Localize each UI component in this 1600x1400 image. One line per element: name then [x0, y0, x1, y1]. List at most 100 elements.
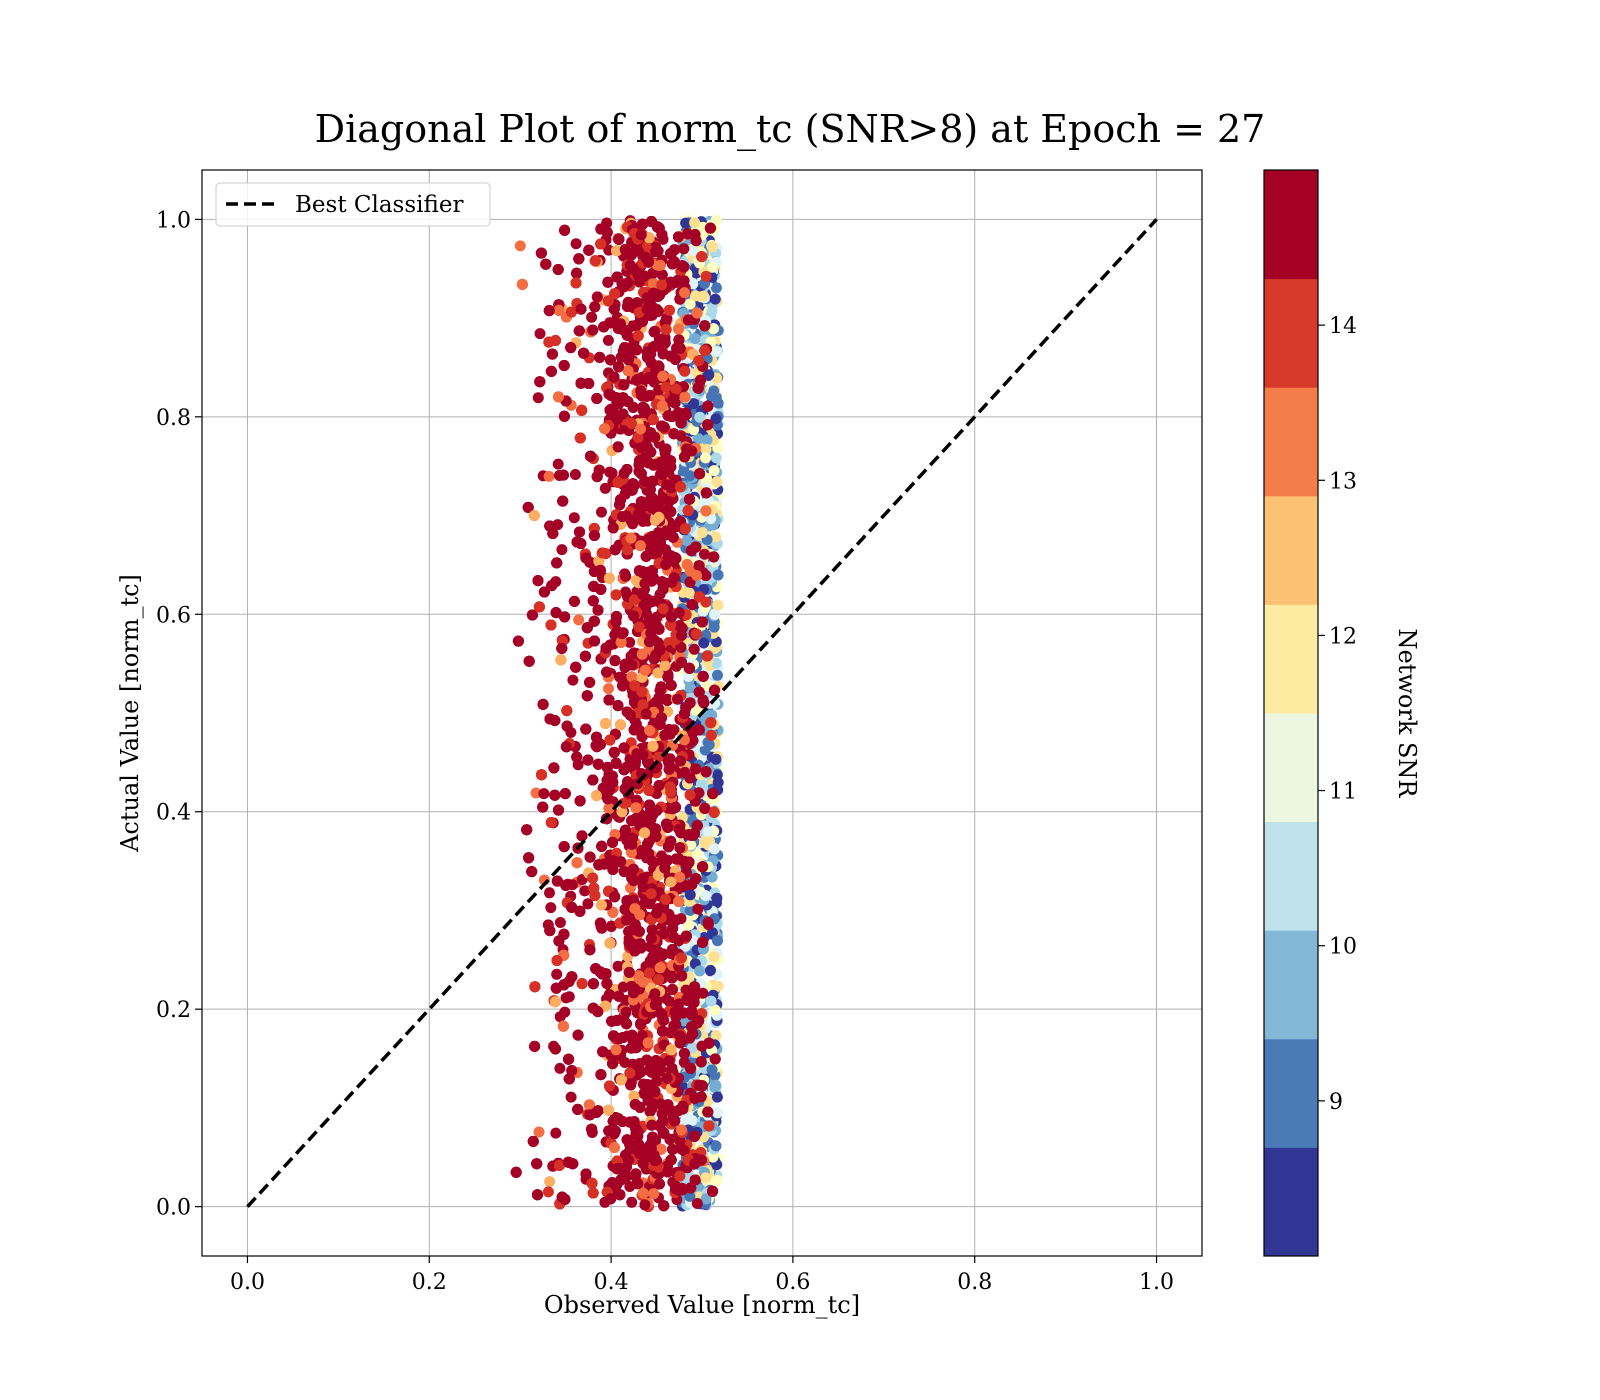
scatter-point	[712, 980, 724, 992]
scatter-point	[682, 671, 694, 682]
scatter-point	[554, 1011, 566, 1023]
scatter-point	[689, 333, 701, 345]
scatter-point	[603, 244, 615, 256]
scatter-point	[533, 1126, 545, 1138]
scatter-point	[554, 917, 566, 928]
scatter-point	[700, 444, 712, 455]
scatter-point	[694, 965, 706, 977]
scatter-point	[681, 535, 693, 547]
scatter-point	[712, 442, 724, 454]
scatter-point	[684, 1190, 696, 1202]
scatter-point	[680, 217, 692, 229]
scatter-point	[698, 637, 710, 649]
scatter-point	[706, 306, 718, 317]
scatter-point	[579, 885, 591, 897]
scatter-point	[710, 413, 722, 425]
scatter-point	[711, 1091, 723, 1103]
scatter-point	[707, 927, 718, 939]
scatter-point	[567, 674, 579, 686]
scatter-point	[712, 935, 723, 947]
scatter-point	[706, 261, 718, 273]
scatter-point	[545, 902, 557, 914]
scatter-point	[706, 241, 718, 253]
scatter-point	[678, 243, 690, 255]
scatter-point	[685, 839, 697, 851]
scatter-point	[544, 887, 555, 899]
scatter-point	[544, 1176, 556, 1188]
scatter-point	[683, 919, 695, 931]
scatter-point	[710, 282, 722, 294]
scatter-point	[705, 995, 717, 1007]
scatter-point	[684, 298, 696, 310]
scatter-point	[698, 290, 710, 302]
scatter-point	[626, 1196, 638, 1208]
scatter-point	[705, 964, 716, 976]
scatter-points	[510, 214, 724, 1212]
scatter-point	[705, 729, 717, 741]
scatter-point	[687, 245, 699, 257]
scatter-point	[709, 293, 721, 305]
scatter-point	[563, 991, 575, 1003]
scatter-point	[702, 919, 714, 931]
scatter-point	[556, 544, 568, 556]
scatter-point	[688, 398, 699, 410]
scatter-point	[550, 1127, 562, 1139]
scatter-point	[710, 1140, 722, 1152]
scatter-point	[703, 369, 715, 381]
scatter-point	[532, 392, 544, 404]
scatter-point	[708, 465, 720, 477]
scatter-point	[699, 548, 710, 560]
scatter-point	[538, 788, 550, 800]
scatter-point	[710, 636, 722, 648]
scatter-point	[573, 614, 585, 626]
chart-title: Diagonal Plot of norm_tc (SNR>8) at Epoc…	[315, 107, 1266, 152]
scatter-point	[568, 512, 580, 524]
scatter-point	[624, 636, 636, 648]
scatter-point	[708, 951, 720, 963]
plot-area	[201, 169, 1203, 1257]
scatter-point	[709, 1176, 721, 1188]
scatter-point	[612, 960, 624, 972]
scatter-point	[700, 270, 712, 282]
scatter-point	[702, 826, 714, 838]
scatter-point	[534, 328, 546, 340]
scatter-point	[543, 470, 555, 482]
scatter-point	[602, 334, 614, 346]
scatter-point	[710, 657, 722, 669]
scatter-point	[700, 452, 712, 464]
scatter-point	[710, 753, 722, 765]
scatter-point	[709, 608, 721, 620]
scatter-point	[710, 214, 722, 226]
scatter-point	[684, 889, 696, 901]
scatter-point	[691, 1198, 703, 1209]
scatter-point	[710, 452, 722, 464]
scatter-point	[570, 238, 582, 250]
scatter-point	[712, 569, 724, 581]
scatter-point	[708, 621, 720, 633]
scatter-point	[586, 311, 598, 323]
scatter-point	[542, 1186, 554, 1198]
scatter-point	[701, 434, 713, 446]
scatter-point	[684, 470, 696, 482]
scatter-point	[706, 391, 717, 402]
scatter-point	[712, 397, 724, 409]
scatter-point	[684, 682, 696, 694]
scatter-point	[603, 683, 614, 695]
scatter-point	[680, 984, 692, 996]
scatter-point	[514, 240, 526, 252]
scatter-point	[551, 968, 563, 980]
scatter-point	[706, 1064, 718, 1076]
scatter-point	[708, 843, 720, 855]
scatter-point	[599, 482, 611, 494]
scatter-point	[711, 1107, 723, 1119]
scatter-point	[712, 669, 723, 681]
scatter-point	[569, 469, 581, 480]
scatter-point	[709, 1081, 721, 1093]
scatter-point	[596, 506, 607, 518]
scatter-point	[709, 1004, 721, 1016]
scatter-point	[689, 217, 701, 229]
scatter-point	[565, 1091, 577, 1103]
scatter-point	[711, 476, 723, 488]
scatter-point	[711, 892, 723, 904]
scatter-point	[700, 890, 712, 902]
